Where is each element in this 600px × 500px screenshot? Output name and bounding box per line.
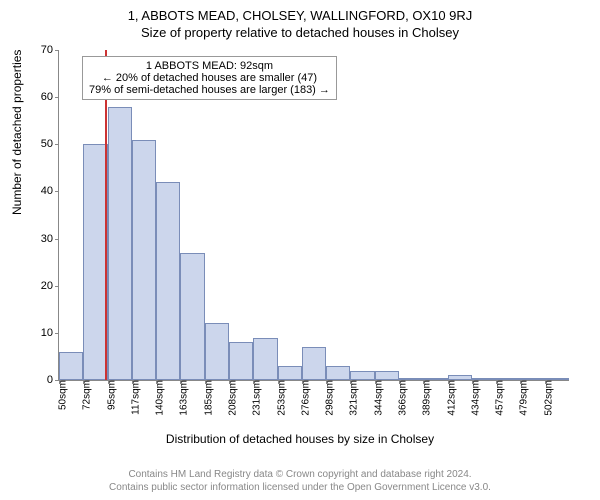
x-tick-label: 502sqm: [541, 380, 554, 416]
chart-container: 1, ABBOTS MEAD, CHOLSEY, WALLINGFORD, OX…: [0, 0, 600, 500]
x-tick-label: 163sqm: [177, 380, 190, 416]
histogram-bar: [59, 352, 83, 380]
y-tick-label: 70: [23, 44, 59, 56]
histogram-bar: [326, 366, 350, 380]
histogram-bar: [108, 107, 132, 380]
histogram-bar: [83, 144, 107, 380]
x-tick-label: 253sqm: [274, 380, 287, 416]
y-tick-label: 30: [23, 233, 59, 245]
chart-area: 01020304050607050sqm72sqm95sqm117sqm140s…: [58, 50, 568, 380]
y-axis-label: Number of detached properties: [10, 50, 24, 215]
y-tick-label: 40: [23, 185, 59, 197]
annotation-line1: 1 ABBOTS MEAD: 92sqm: [89, 60, 330, 72]
histogram-bar: [375, 371, 399, 380]
y-tick-label: 10: [23, 327, 59, 339]
footer: Contains HM Land Registry data © Crown c…: [0, 468, 600, 494]
x-tick-label: 298sqm: [323, 380, 336, 416]
histogram-bar: [350, 371, 374, 380]
histogram-bar: [205, 323, 229, 380]
annotation-line2: ← 20% of detached houses are smaller (47…: [89, 72, 330, 84]
x-tick-label: 389sqm: [420, 380, 433, 416]
x-tick-label: 321sqm: [347, 380, 360, 416]
histogram-bar: [278, 366, 302, 380]
histogram-bar: [132, 140, 156, 380]
histogram-bar: [253, 338, 277, 380]
footer-line2: Contains public sector information licen…: [0, 481, 600, 494]
annotation-box: 1 ABBOTS MEAD: 92sqm ← 20% of detached h…: [82, 56, 337, 100]
y-tick-label: 20: [23, 280, 59, 292]
y-tick-label: 50: [23, 138, 59, 150]
histogram-bar: [229, 342, 253, 380]
histogram-bar: [180, 253, 204, 380]
y-tick-label: 0: [23, 374, 59, 386]
x-tick-label: 95sqm: [104, 380, 117, 410]
chart-subtitle: Size of property relative to detached ho…: [0, 23, 600, 40]
footer-line1: Contains HM Land Registry data © Crown c…: [0, 468, 600, 481]
x-tick-label: 208sqm: [226, 380, 239, 416]
x-tick-label: 479sqm: [517, 380, 530, 416]
x-tick-label: 366sqm: [396, 380, 409, 416]
x-tick-label: 276sqm: [298, 380, 311, 416]
x-tick-label: 412sqm: [444, 380, 457, 416]
x-tick-label: 231sqm: [250, 380, 263, 416]
x-tick-label: 457sqm: [493, 380, 506, 416]
x-tick-label: 185sqm: [201, 380, 214, 416]
page-title: 1, ABBOTS MEAD, CHOLSEY, WALLINGFORD, OX…: [0, 0, 600, 23]
x-tick-label: 117sqm: [128, 380, 141, 415]
x-tick-label: 434sqm: [468, 380, 481, 416]
x-tick-label: 50sqm: [56, 380, 69, 410]
x-tick-label: 72sqm: [80, 380, 93, 410]
x-tick-label: 344sqm: [371, 380, 384, 416]
x-axis-label: Distribution of detached houses by size …: [0, 432, 600, 446]
annotation-line3: 79% of semi-detached houses are larger (…: [89, 84, 330, 96]
histogram-bar: [302, 347, 326, 380]
histogram-bar: [156, 182, 180, 380]
y-tick-label: 60: [23, 91, 59, 103]
x-tick-label: 140sqm: [153, 380, 166, 416]
